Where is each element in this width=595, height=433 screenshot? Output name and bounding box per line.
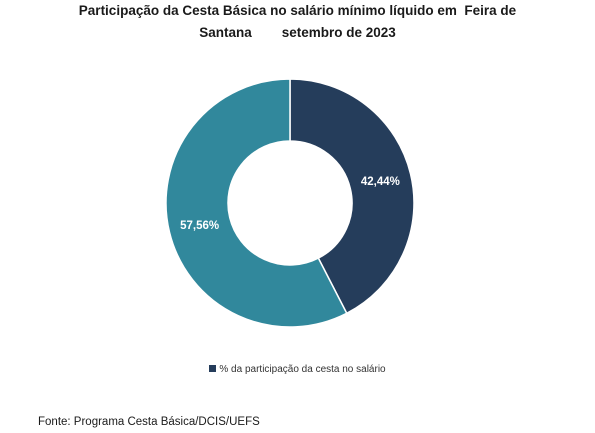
donut-slice-label-1: 57,56% <box>180 220 219 232</box>
donut-slice-0 <box>289 78 415 315</box>
legend-swatch <box>209 365 217 372</box>
donut-slice-1 <box>165 78 348 328</box>
source-note: Fonte: Programa Cesta Básica/DCIS/UEFS <box>38 416 260 428</box>
chart-title-line-1: Participação da Cesta Básica no salário … <box>78 3 517 18</box>
donut-slice-label-0: 42,44% <box>361 176 400 188</box>
chart-title-line-2: Santana setembro de 2023 <box>199 25 396 40</box>
legend-label: % da participação da cesta no salário <box>219 364 386 375</box>
chart-legend: % da participação da cesta no salário <box>0 364 595 375</box>
chart-title: Participação da Cesta Básica no salário … <box>0 0 595 44</box>
